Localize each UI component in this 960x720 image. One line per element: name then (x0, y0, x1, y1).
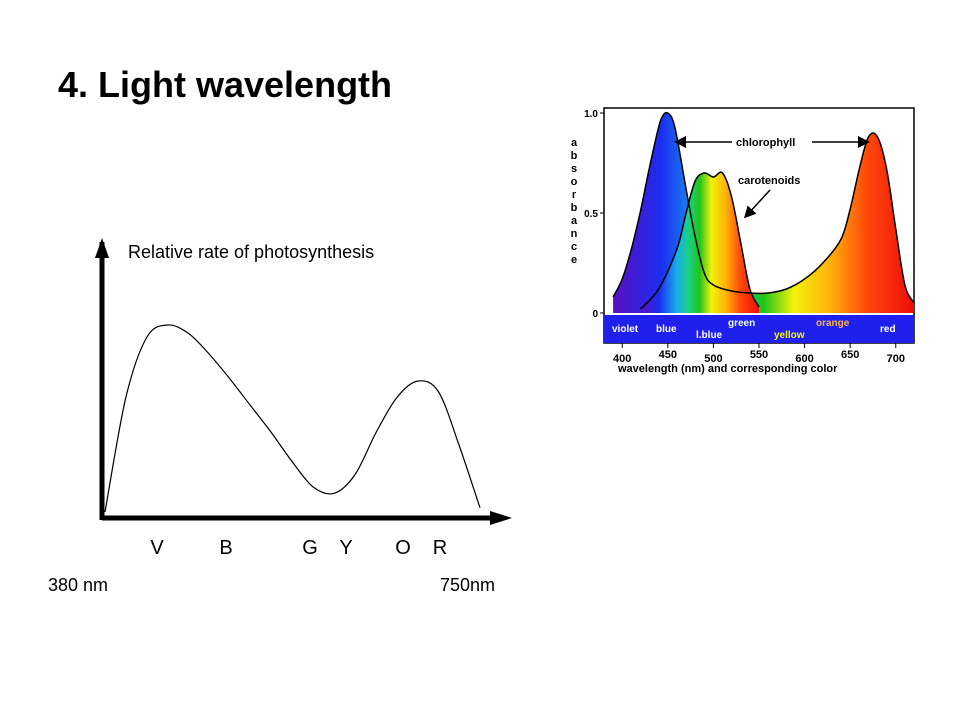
y-tick-label: 0 (592, 309, 598, 320)
band-label-blue: blue (656, 324, 677, 335)
band-label-red: red (880, 324, 896, 335)
color-label-g: G (302, 537, 318, 559)
band-label-violet: violet (612, 324, 639, 335)
photosynthesis-rate-curve (104, 324, 481, 513)
absorbance-spectrum-chart: violet blue l.blue green yellow orange red 0 0.… (571, 107, 915, 375)
svg-text:e: e (571, 254, 577, 266)
color-label-b: B (219, 537, 232, 559)
carotenoids-absorbance-fill (640, 172, 759, 313)
x-end-label: 750nm (440, 575, 495, 595)
x-tick-label: 600 (795, 353, 813, 365)
carotenoids-curve (639, 171, 760, 310)
y-tick-label: 0.5 (584, 209, 598, 220)
svg-text:r: r (572, 189, 577, 201)
svg-text:o: o (571, 176, 578, 188)
svg-text:a: a (571, 137, 578, 149)
svg-text:c: c (571, 241, 577, 253)
color-label-r: R (433, 537, 447, 559)
x-axis-arrow-head (490, 511, 512, 525)
color-label-y: Y (339, 537, 352, 559)
x-tick-label: 700 (887, 353, 905, 365)
x-start-label: 380 nm (48, 575, 108, 595)
color-label-o: O (395, 537, 411, 559)
x-tick-label: 500 (704, 353, 722, 365)
band-label-green: green (728, 318, 755, 329)
x-tick-label: 650 (841, 349, 859, 361)
svg-text:b: b (571, 202, 578, 214)
slide-title: 4. Light wavelength (58, 64, 393, 105)
svg-text:n: n (571, 228, 578, 240)
band-label-lblue: l.blue (696, 330, 723, 341)
svg-text:a: a (571, 215, 578, 227)
absorbance-x-label: wavelength (nm) and corresponding color (617, 363, 838, 375)
carotenoids-annotation: carotenoids (738, 175, 800, 187)
x-tick-label: 450 (659, 349, 677, 361)
y-tick-label: 1.0 (584, 109, 598, 120)
y-axis-label: Relative rate of photosynthesis (128, 242, 374, 262)
chlorophyll-annotation: chlorophyll (736, 137, 795, 149)
band-label-orange: orange (816, 318, 850, 329)
x-tick-label: 550 (750, 349, 768, 361)
y-axis-arrow-head (95, 238, 109, 258)
chlorophyll-curve (612, 111, 915, 304)
color-band-strip (604, 315, 914, 343)
svg-text:b: b (571, 150, 578, 162)
svg-text:s: s (571, 163, 577, 175)
x-tick-label: 400 (613, 353, 631, 365)
band-label-yellow: yellow (774, 330, 805, 341)
color-label-v: V (150, 537, 164, 559)
